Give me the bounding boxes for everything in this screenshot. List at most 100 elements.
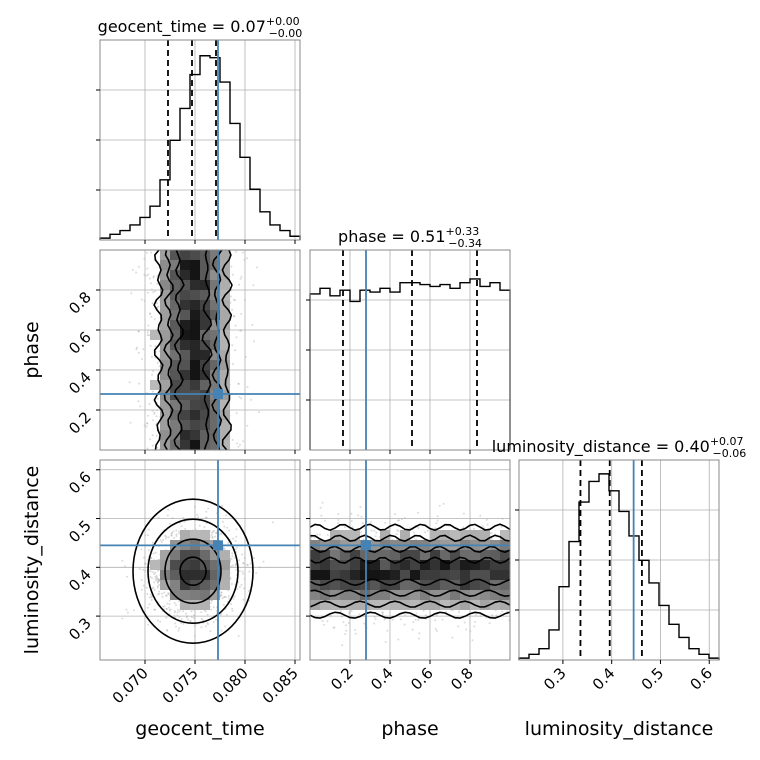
density-cell xyxy=(210,270,220,280)
density-cell xyxy=(200,400,210,410)
density-cell xyxy=(460,570,470,580)
density-cell xyxy=(160,350,170,360)
density-cell xyxy=(190,250,200,260)
density-cell xyxy=(160,310,170,320)
ytick-label-phase: 0.6 xyxy=(65,328,95,358)
density-cell xyxy=(430,530,440,540)
panel-phase-luminosity_distance-truth-marker xyxy=(361,540,371,551)
contour-line xyxy=(132,498,254,645)
density-cell xyxy=(170,550,180,560)
contour-line xyxy=(309,556,511,565)
density-cell xyxy=(310,570,320,580)
density-cell xyxy=(180,360,190,370)
density-cell xyxy=(340,590,350,600)
density-cell xyxy=(180,380,190,390)
title-lower-error: −0.00 xyxy=(269,27,303,40)
density-cell xyxy=(180,570,190,580)
density-cell xyxy=(380,550,390,560)
density-cell xyxy=(170,290,180,300)
density-cell xyxy=(390,550,400,560)
density-cell xyxy=(180,590,190,600)
density-cell xyxy=(410,600,420,610)
density-cell xyxy=(210,260,220,270)
density-cell xyxy=(160,580,170,590)
density-cell xyxy=(170,570,180,580)
density-cell xyxy=(330,560,340,570)
title-value: phase = 0.51 xyxy=(338,227,445,246)
density-cell xyxy=(180,260,190,270)
density-cell xyxy=(210,590,220,600)
density-cell xyxy=(410,580,420,590)
contour-line xyxy=(309,534,511,543)
density-cell xyxy=(190,530,200,540)
title-value: geocent_time = 0.07 xyxy=(98,17,266,37)
density-cell xyxy=(480,550,490,560)
xtick-label-geocent_time: 0.080 xyxy=(209,664,252,707)
density-cell xyxy=(430,600,440,610)
density-cell xyxy=(190,380,200,390)
contour-line xyxy=(309,578,511,587)
density-cell xyxy=(220,410,230,420)
density-cell xyxy=(310,580,320,590)
density-cell xyxy=(430,580,440,590)
density-cell xyxy=(340,570,350,580)
contour-line xyxy=(201,249,213,451)
density-cell xyxy=(180,560,190,570)
density-cell xyxy=(170,420,180,430)
density-cell xyxy=(480,600,490,610)
density-cell xyxy=(160,270,170,280)
density-cell xyxy=(190,310,200,320)
contour-line xyxy=(309,589,511,598)
xtick-label-phase: 0.6 xyxy=(407,664,437,694)
density-cell xyxy=(170,280,180,290)
contour-line xyxy=(173,249,185,451)
density-cell xyxy=(460,550,470,560)
density-cell xyxy=(200,330,210,340)
density-cell xyxy=(200,290,210,300)
density-cell xyxy=(200,550,210,560)
density-cell xyxy=(200,270,210,280)
density-cell xyxy=(380,590,390,600)
density-cell xyxy=(460,600,470,610)
density-cell xyxy=(190,560,200,570)
density-cell xyxy=(350,600,360,610)
density-cell xyxy=(210,360,220,370)
density-cell xyxy=(210,440,220,450)
density-cell xyxy=(180,250,190,260)
density-cell xyxy=(400,580,410,590)
density-cell xyxy=(190,340,200,350)
density-cell xyxy=(330,550,340,560)
density-cell xyxy=(190,290,200,300)
density-cell xyxy=(180,440,190,450)
density-cell xyxy=(380,530,390,540)
density-cell xyxy=(220,400,230,410)
density-cell xyxy=(490,590,500,600)
density-cell xyxy=(210,410,220,420)
density-cell xyxy=(190,440,200,450)
title-value: luminosity_distance = 0.40 xyxy=(492,437,710,457)
density-cell xyxy=(200,350,210,360)
density-cell xyxy=(210,300,220,310)
density-cell xyxy=(170,560,180,570)
density-cell xyxy=(180,270,190,280)
density-cell xyxy=(170,250,180,260)
title-upper-error: +0.07 xyxy=(710,435,744,448)
density-cell xyxy=(200,430,210,440)
yaxis-label-luminosity_distance: luminosity_distance xyxy=(21,466,43,655)
density-cell xyxy=(180,580,190,590)
density-cell xyxy=(190,590,200,600)
density-cell xyxy=(210,320,220,330)
density-cell xyxy=(410,550,420,560)
density-cell xyxy=(170,330,180,340)
density-cell xyxy=(190,400,200,410)
contour-line xyxy=(211,249,223,451)
density-cell xyxy=(210,580,220,590)
density-cell xyxy=(180,420,190,430)
density-cell xyxy=(480,530,490,540)
density-cell xyxy=(190,430,200,440)
density-cell xyxy=(200,340,210,350)
density-cell xyxy=(390,600,400,610)
density-cell xyxy=(450,580,460,590)
density-cell xyxy=(500,600,510,610)
histogram-luminosity_distance xyxy=(518,473,720,660)
